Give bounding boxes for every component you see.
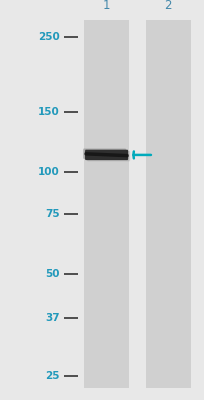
Text: 250: 250 — [38, 32, 59, 42]
FancyBboxPatch shape — [85, 150, 128, 160]
Text: 37: 37 — [45, 313, 59, 323]
Text: 50: 50 — [45, 269, 59, 279]
Text: 1: 1 — [102, 0, 110, 12]
Text: 100: 100 — [38, 167, 59, 177]
Text: 150: 150 — [38, 107, 59, 117]
Bar — [84, 20, 129, 388]
Text: 2: 2 — [164, 0, 171, 12]
Text: 75: 75 — [45, 209, 59, 219]
FancyBboxPatch shape — [83, 148, 125, 159]
Text: 25: 25 — [45, 371, 59, 381]
FancyBboxPatch shape — [87, 151, 130, 161]
Bar — [145, 20, 190, 388]
